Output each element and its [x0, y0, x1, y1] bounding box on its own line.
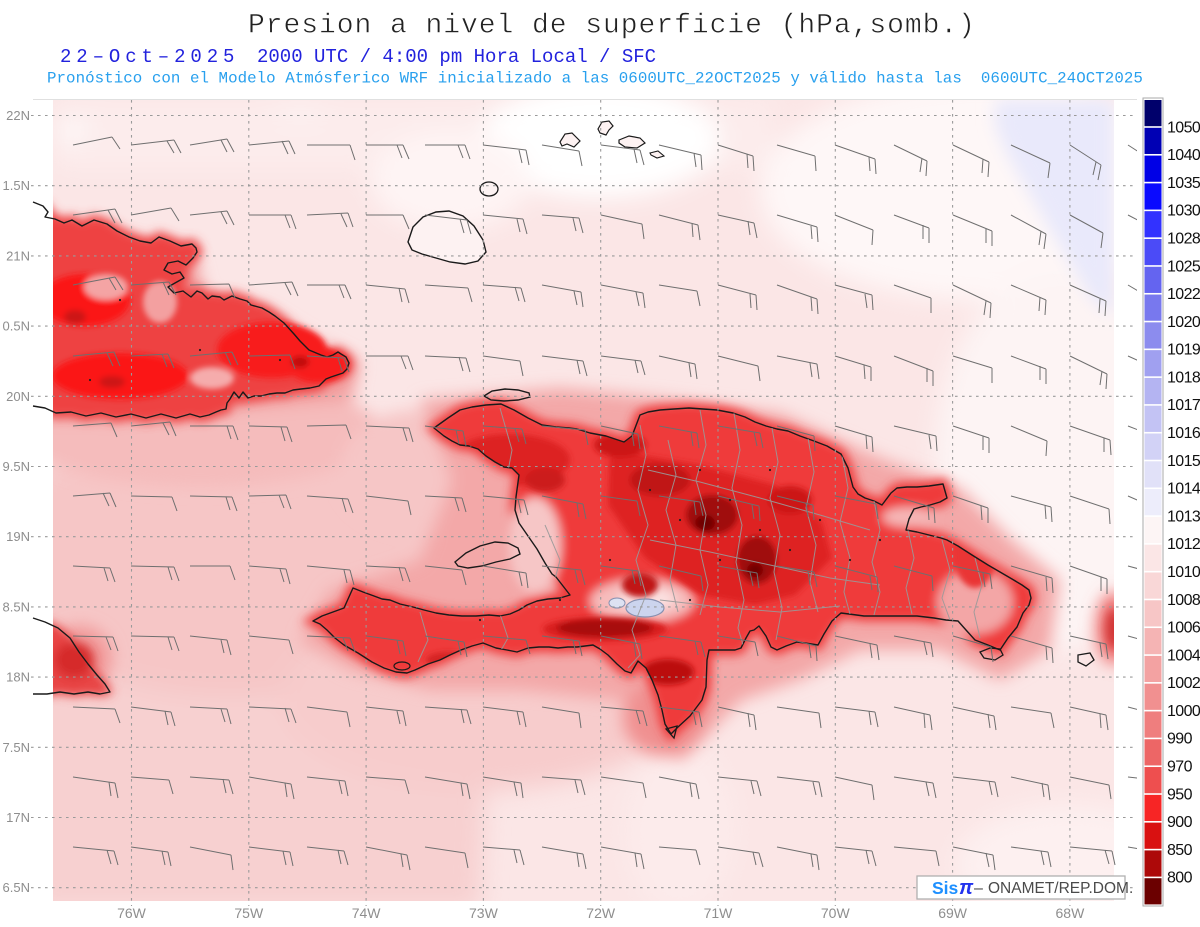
svg-text:1022: 1022 — [1167, 286, 1200, 303]
svg-text:1040: 1040 — [1167, 147, 1200, 164]
svg-text:ONAMET/REP.DOM.: ONAMET/REP.DOM. — [988, 880, 1133, 897]
svg-text:800: 800 — [1167, 870, 1193, 887]
svg-text:1035: 1035 — [1167, 175, 1200, 192]
svg-text:1028: 1028 — [1167, 231, 1200, 248]
svg-text:18N: 18N — [6, 670, 30, 685]
svg-text:1019: 1019 — [1167, 342, 1200, 359]
svg-text:Pronóstico con el Modelo Atmós: Pronóstico con el Modelo Atmósferico WRF… — [47, 70, 1143, 88]
svg-text:76W: 76W — [117, 905, 147, 921]
svg-text:1016: 1016 — [1167, 425, 1200, 442]
svg-text:7.5N: 7.5N — [3, 740, 30, 755]
svg-text:1050: 1050 — [1167, 119, 1200, 136]
svg-text:70W: 70W — [821, 905, 851, 921]
svg-text:19N: 19N — [6, 529, 30, 544]
svg-text:1030: 1030 — [1167, 203, 1200, 220]
svg-text:68W: 68W — [1056, 905, 1086, 921]
svg-text:970: 970 — [1167, 759, 1193, 776]
svg-text:6.5N: 6.5N — [3, 880, 30, 895]
svg-text:71W: 71W — [704, 905, 734, 921]
svg-text:900: 900 — [1167, 814, 1193, 831]
svg-text:1014: 1014 — [1167, 481, 1200, 498]
svg-text:1004: 1004 — [1167, 647, 1200, 664]
svg-text:22N: 22N — [6, 108, 30, 123]
svg-text:1012: 1012 — [1167, 536, 1200, 553]
svg-text:73W: 73W — [469, 905, 499, 921]
svg-text:1010: 1010 — [1167, 564, 1200, 581]
svg-text:850: 850 — [1167, 842, 1193, 859]
svg-text:2000 UTC / 4:00 pm Hora Local: 2000 UTC / 4:00 pm Hora Local / SFC — [257, 46, 656, 68]
svg-text:74W: 74W — [352, 905, 382, 921]
svg-text:π: π — [959, 877, 974, 899]
svg-text:1000: 1000 — [1167, 703, 1200, 720]
svg-text:1025: 1025 — [1167, 258, 1200, 275]
svg-text:1002: 1002 — [1167, 675, 1200, 692]
svg-text:Presion a nivel de superficie: Presion a nivel de superficie (hPa,somb.… — [248, 11, 976, 42]
svg-text:72W: 72W — [586, 905, 616, 921]
svg-text:1018: 1018 — [1167, 369, 1200, 386]
svg-text:0.5N: 0.5N — [3, 319, 30, 334]
svg-text:1.5N: 1.5N — [3, 178, 30, 193]
svg-text:1008: 1008 — [1167, 592, 1200, 609]
svg-text:9.5N: 9.5N — [3, 459, 30, 474]
svg-text:990: 990 — [1167, 731, 1193, 748]
svg-text:75W: 75W — [234, 905, 264, 921]
svg-text:–: – — [974, 880, 983, 897]
svg-text:8.5N: 8.5N — [3, 599, 30, 614]
svg-text:22–Oct–2025: 22–Oct–2025 — [60, 46, 239, 68]
svg-text:21N: 21N — [6, 248, 30, 263]
svg-text:1015: 1015 — [1167, 453, 1200, 470]
svg-text:1006: 1006 — [1167, 620, 1200, 637]
svg-text:20N: 20N — [6, 389, 30, 404]
svg-text:1013: 1013 — [1167, 508, 1200, 525]
svg-text:69W: 69W — [938, 905, 968, 921]
svg-text:Sis: Sis — [932, 878, 959, 898]
svg-text:1017: 1017 — [1167, 397, 1200, 414]
svg-text:1020: 1020 — [1167, 314, 1200, 331]
svg-text:950: 950 — [1167, 786, 1193, 803]
svg-text:17N: 17N — [6, 810, 30, 825]
